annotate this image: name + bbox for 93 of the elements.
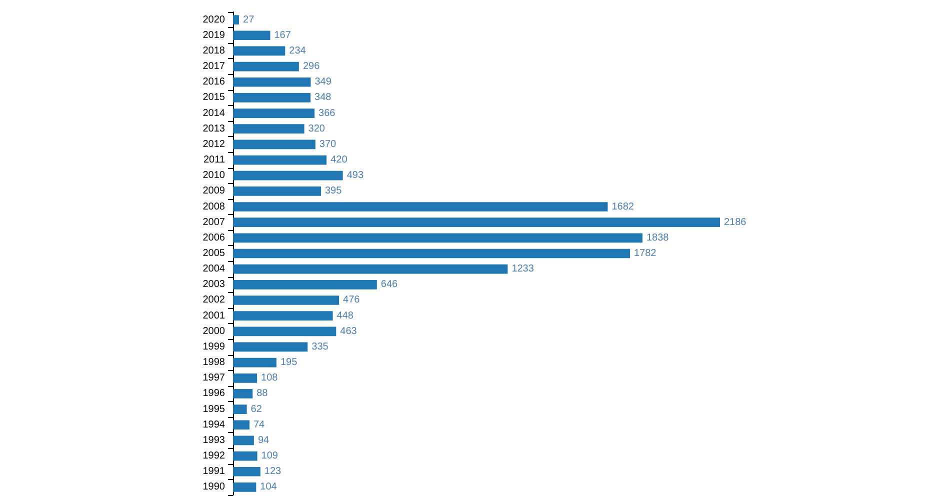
bar [233,202,608,212]
data-label: 349 [314,76,332,88]
y-tick-label: 1995 [202,404,226,415]
y-tick-label: 1990 [202,482,226,493]
bar [233,30,270,40]
bar [233,466,260,476]
y-tick-label: 2005 [202,248,226,259]
data-label: 395 [325,186,342,197]
data-label: 1782 [634,248,657,259]
y-tick-label: 2000 [202,326,226,337]
data-label: 195 [280,357,298,368]
bar [233,62,299,72]
y-tick-label: 2009 [202,186,226,197]
bar [233,93,311,102]
bar [233,389,253,398]
y-tick-label: 1999 [202,341,226,352]
data-label: 646 [380,279,398,290]
y-tick-label: 2003 [202,279,226,290]
data-label: 74 [253,419,266,430]
data-label: 2186 [724,216,747,228]
bar [233,296,340,305]
data-label: 370 [319,138,337,150]
y-tick-label: 1993 [202,434,226,446]
y-tick-label: 2011 [203,154,226,166]
bar [233,108,315,118]
y-tick-label: 2016 [202,76,226,88]
bar [233,218,720,228]
y-tick-label: 2006 [202,232,226,244]
bar [233,451,258,461]
y-tick-label: 1994 [202,419,226,430]
data-label: 420 [330,154,348,166]
y-tick-label: 2004 [202,264,226,275]
data-label: 27 [243,14,255,26]
data-label: 1682 [612,201,634,212]
y-tick-label: 2018 [202,45,226,56]
data-label: 1233 [512,264,534,275]
data-label: 348 [314,92,332,104]
y-tick-label: 2019 [202,30,226,41]
bar [233,46,286,56]
bar [233,326,336,336]
bar [233,170,343,180]
y-tick-label: 2002 [202,294,226,306]
bar [233,404,247,414]
data-label: 476 [343,294,360,306]
bar [233,155,327,165]
data-label: 366 [318,108,336,119]
bar [233,140,316,150]
y-tick-label: 2020 [202,14,226,26]
data-label: 94 [258,434,270,446]
bar [233,436,254,446]
y-tick-label: 2008 [202,201,226,212]
data-label: 493 [346,170,364,182]
y-tick-label: 1992 [202,450,226,462]
bar [233,280,377,290]
y-tick-label: 2014 [202,108,226,119]
y-tick-label: 2015 [202,92,226,104]
y-tick-label: 1998 [202,357,226,368]
data-label: 320 [308,123,326,134]
bar [233,311,333,320]
bar [233,15,240,24]
bar [233,264,508,274]
data-label: 108 [261,372,278,384]
bar [233,77,311,87]
data-label: 296 [302,61,320,72]
bar [233,342,308,352]
data-label: 167 [274,30,292,41]
y-tick-label: 2017 [202,61,226,72]
y-tick-label: 1996 [202,388,226,400]
y-tick-label: 2013 [202,123,226,134]
bar [233,358,276,368]
data-label: 123 [264,466,282,478]
data-label: 1838 [646,232,670,244]
data-label: 234 [289,45,306,56]
data-label: 109 [261,450,278,462]
data-label: 448 [336,310,354,322]
y-tick-label: 2001 [202,310,226,322]
bar [233,248,630,258]
y-tick-label: 2012 [202,138,226,150]
data-label: 104 [260,482,278,493]
data-label: 463 [340,326,358,337]
y-tick-label: 2007 [202,216,226,228]
data-label: 62 [250,404,262,415]
y-tick-label: 2010 [202,170,226,182]
y-tick-label: 1991 [202,466,226,478]
y-tick-label: 1997 [202,372,226,384]
bar [233,233,642,243]
bar [233,482,256,492]
bar [233,186,321,196]
data-label: 335 [312,341,329,352]
data-label: 88 [256,388,268,400]
bar [233,420,250,430]
bar [233,124,304,134]
bar [233,373,258,383]
